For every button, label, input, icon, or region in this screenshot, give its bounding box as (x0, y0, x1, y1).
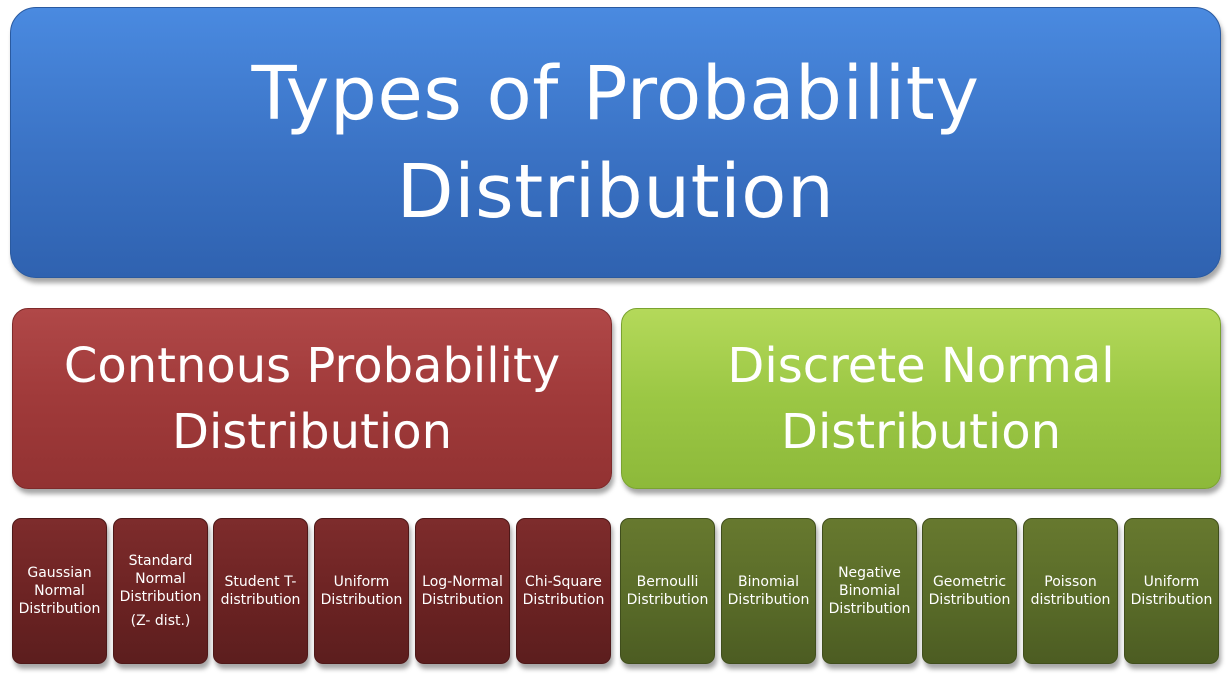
leaf-log-normal: Log-Normal Distribution (415, 518, 510, 664)
leaf-uniform-continuous: Uniform Distribution (314, 518, 409, 664)
leaf-poisson: Poisson distribution (1023, 518, 1118, 664)
leaf-label: Gaussian Normal Distribution (18, 565, 101, 617)
leaf-label: Bernoulli Distribution (626, 574, 709, 608)
leaf-label: Binomial Distribution (727, 574, 810, 608)
continuous-category-label: Contnous Probability Distribution (63, 337, 561, 460)
leaf-geometric: Geometric Distribution (922, 518, 1017, 664)
leaf-uniform-discrete: Uniform Distribution (1124, 518, 1219, 664)
leaf-student-t: Student T- distribution (213, 518, 308, 664)
leaf-standard-normal: Standard Normal Distribution (Z- dist.) (113, 518, 208, 664)
leaf-label: Geometric Distribution (928, 574, 1011, 608)
leaf-gaussian-normal: Gaussian Normal Distribution (12, 518, 107, 664)
leaf-label: Negative Binomial Distribution (828, 565, 911, 617)
continuous-category-box: Contnous Probability Distribution (12, 308, 612, 489)
leaf-label: Poisson distribution (1030, 574, 1111, 608)
title-box: Types of Probability Distribution (10, 7, 1221, 278)
leaf-binomial: Binomial Distribution (721, 518, 816, 664)
leaf-label: Log-Normal Distribution (421, 574, 504, 608)
leaf-label: Uniform Distribution (320, 574, 403, 608)
discrete-category-label: Discrete Normal Distribution (727, 337, 1115, 460)
leaf-label: Uniform Distribution (1130, 574, 1213, 608)
leaf-sublabel: (Z- dist.) (130, 613, 191, 629)
leaf-bernoulli: Bernoulli Distribution (620, 518, 715, 664)
diagram-title: Types of Probability Distribution (251, 50, 980, 235)
leaf-label: Student T- distribution (220, 574, 301, 608)
leaf-label: Standard Normal Distribution (Z- dist.) (119, 553, 202, 629)
discrete-category-box: Discrete Normal Distribution (621, 308, 1221, 489)
leaf-negative-binomial: Negative Binomial Distribution (822, 518, 917, 664)
leaf-label: Chi-Square Distribution (522, 574, 605, 608)
leaf-chi-square: Chi-Square Distribution (516, 518, 611, 664)
